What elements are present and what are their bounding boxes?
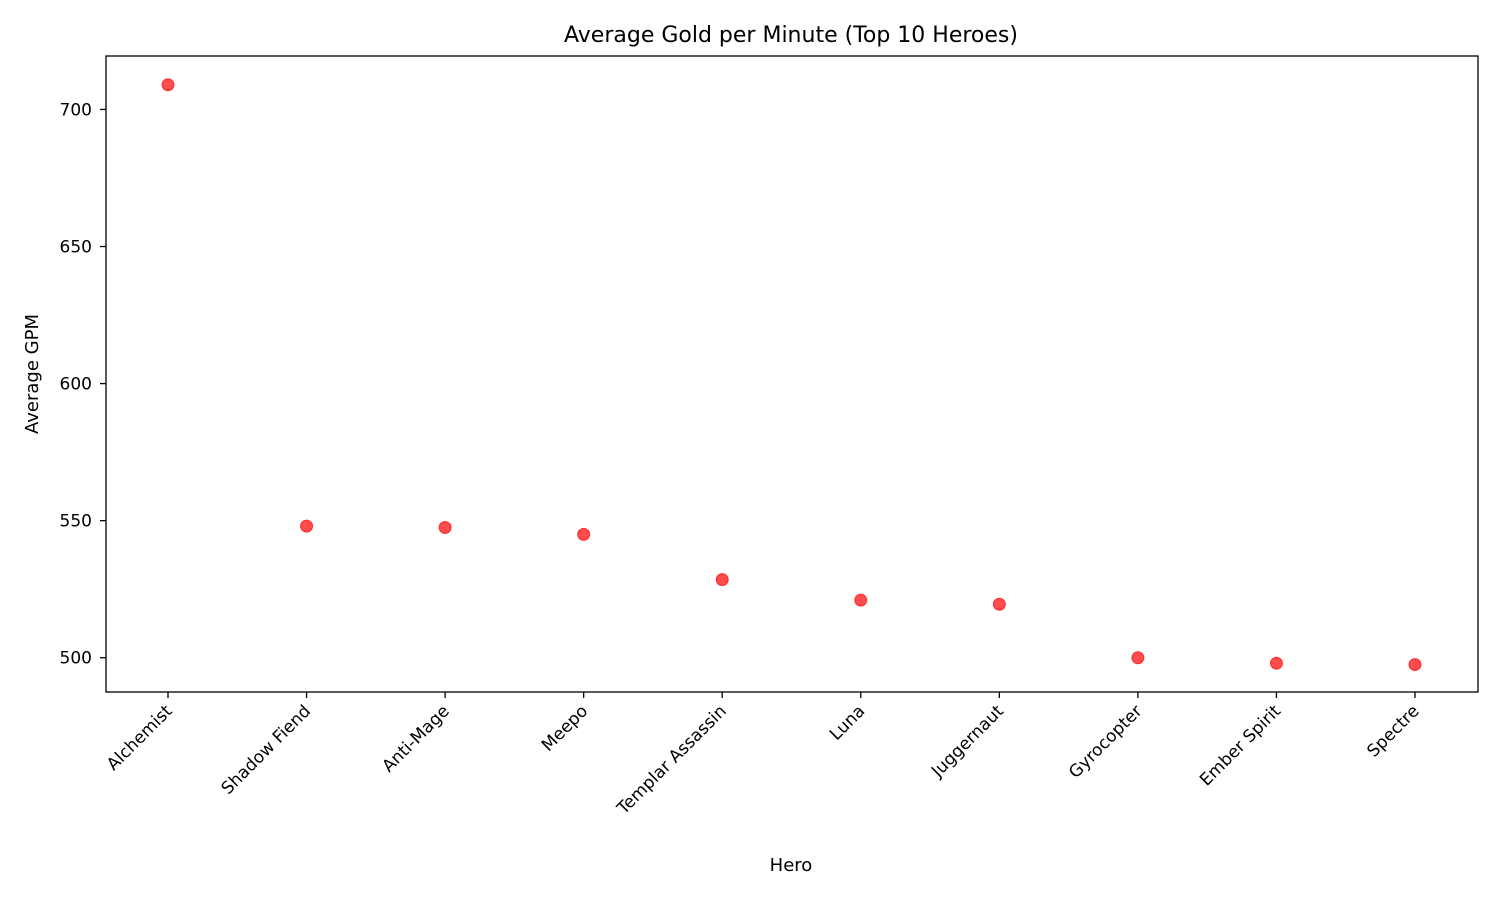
y-axis-label: Average GPM bbox=[22, 314, 43, 434]
y-tick-label: 600 bbox=[60, 375, 92, 395]
x-tick-label: Templar Assassin bbox=[613, 701, 731, 819]
data-point bbox=[161, 78, 175, 92]
x-tick-label: Meepo bbox=[538, 701, 592, 755]
data-point bbox=[438, 521, 452, 535]
x-tick-label: Alchemist bbox=[103, 701, 177, 775]
y-tick-label: 550 bbox=[60, 512, 92, 532]
y-tick-label: 500 bbox=[60, 649, 92, 669]
data-point bbox=[1269, 656, 1283, 670]
data-point bbox=[300, 519, 314, 533]
data-point bbox=[992, 597, 1006, 611]
data-point bbox=[577, 527, 591, 541]
data-point bbox=[715, 573, 729, 587]
plot-frame bbox=[105, 55, 1479, 693]
x-axis: Alchemist Shadow Fiend Anti-Mage Meepo Templ… bbox=[103, 692, 1424, 819]
y-tick-label: 700 bbox=[60, 100, 92, 120]
x-tick-label: Anti-Mage bbox=[379, 701, 454, 776]
data-points bbox=[161, 78, 1422, 672]
x-tick-label: Juggernaut bbox=[927, 701, 1008, 782]
y-tick-label: 650 bbox=[60, 238, 92, 258]
x-tick-label: Shadow Fiend bbox=[218, 701, 315, 798]
data-point bbox=[1408, 658, 1422, 672]
x-tick-label: Ember Spirit bbox=[1196, 701, 1285, 790]
x-tick-label: Luna bbox=[826, 701, 869, 744]
x-tick-label: Spectre bbox=[1363, 701, 1423, 761]
x-axis-label: Hero bbox=[770, 855, 813, 876]
chart-title: Average Gold per Minute (Top 10 Heroes) bbox=[564, 23, 1018, 48]
data-point bbox=[854, 593, 868, 607]
data-point bbox=[1131, 651, 1145, 665]
x-tick-label: Gyrocopter bbox=[1065, 701, 1146, 782]
y-axis: 500 550 600 650 700 bbox=[60, 100, 106, 669]
